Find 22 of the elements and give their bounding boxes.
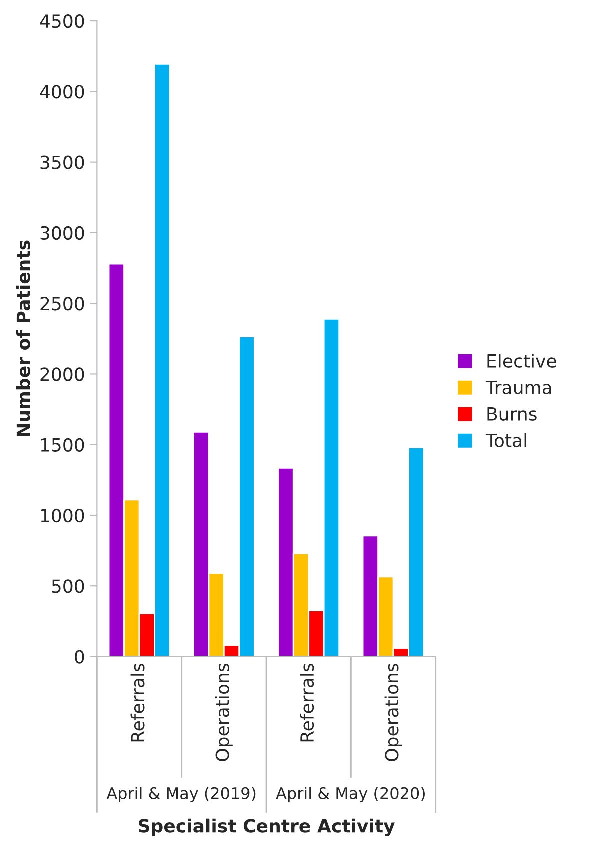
y-tick-label: 3000 xyxy=(40,226,84,240)
text: April & May (2020) xyxy=(276,787,425,803)
y-tick-label: 500 xyxy=(52,580,84,594)
text: April & May (2019) xyxy=(106,787,256,803)
legend-label: Elective xyxy=(488,354,556,368)
legend-label: Burns xyxy=(488,408,537,421)
x-tick-label: Operations xyxy=(215,664,233,762)
y-axis-title: Number of Patients xyxy=(16,240,30,436)
y-tick-label: 1000 xyxy=(41,508,84,523)
legend-label: Total xyxy=(486,433,526,448)
y-tick-label: 2000 xyxy=(40,368,84,382)
y-tick-label: 4000 xyxy=(40,85,84,99)
legend-label: Trauma xyxy=(486,381,552,394)
x-tick-label: Operations xyxy=(384,664,402,762)
y-tick-label: 3500 xyxy=(40,156,84,170)
x-tick-label: Referrals xyxy=(130,664,145,742)
y-tick-label: 0 xyxy=(75,650,84,664)
y-tick-label: 4500 xyxy=(40,14,84,28)
x-axis-title: Specialist Centre Activity xyxy=(139,818,395,836)
y-tick-label: 1500 xyxy=(41,438,84,452)
y-tick-label: 2500 xyxy=(40,297,84,311)
x-tick-label: Referrals xyxy=(300,664,314,742)
